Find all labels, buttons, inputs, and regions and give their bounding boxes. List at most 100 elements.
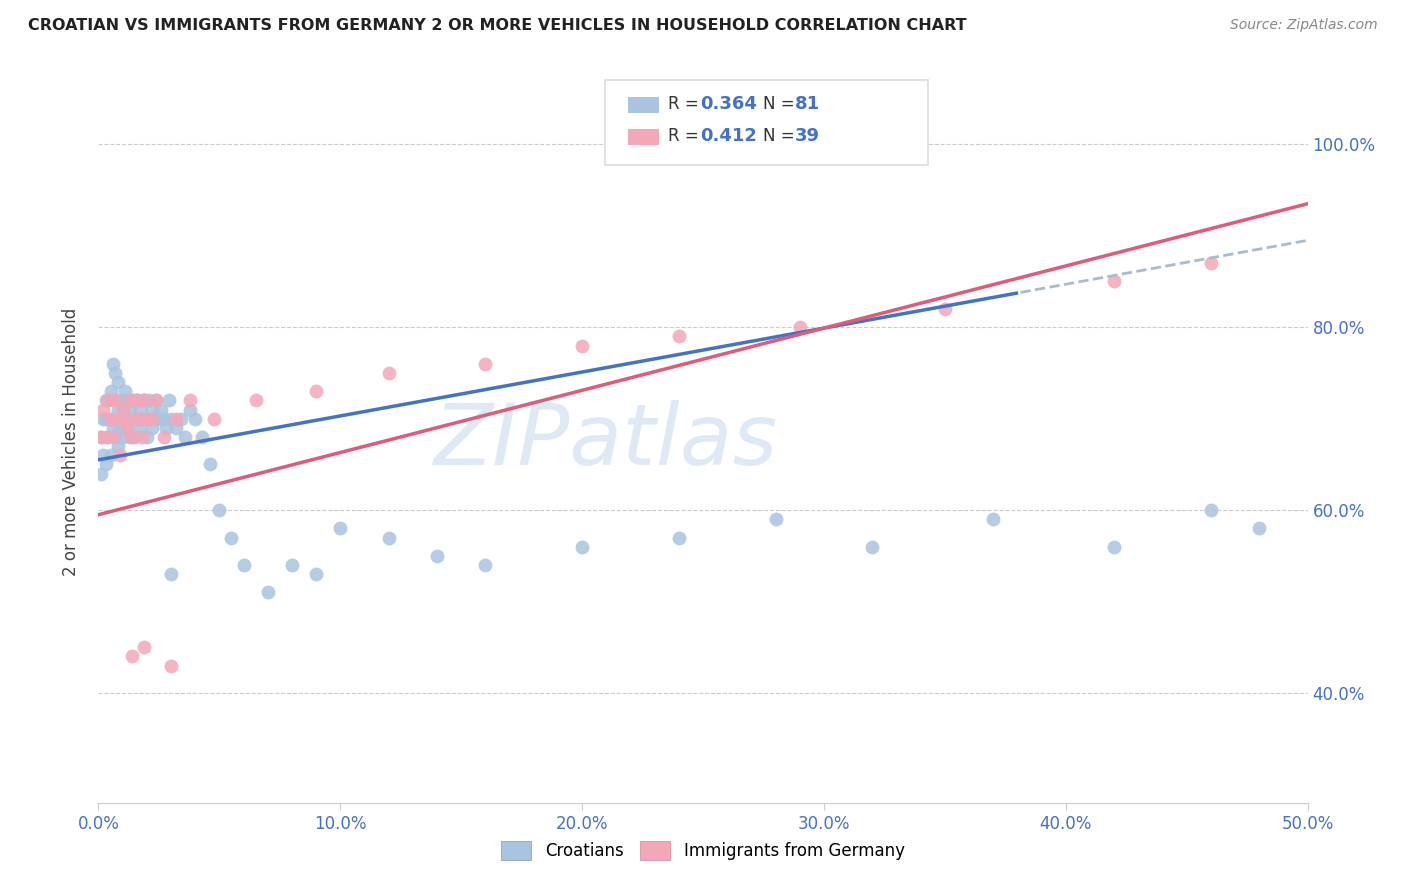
Text: N =: N = [763,128,800,145]
Point [668,329,690,343]
Point [160,567,183,582]
Point [174,430,197,444]
Point [124,411,146,425]
Point [131,430,153,444]
Point [118,393,141,408]
Point [157,393,180,408]
Point [165,411,187,425]
Point [134,393,156,408]
Point [104,430,127,444]
Point [208,503,231,517]
Point [571,540,593,554]
Point [111,430,134,444]
Point [134,393,156,408]
Point [100,411,122,425]
Point [108,393,131,408]
Point [128,402,150,417]
Point [329,521,352,535]
Point [117,393,139,408]
Point [101,430,124,444]
Y-axis label: 2 or more Vehicles in Household: 2 or more Vehicles in Household [62,308,80,575]
Point [571,338,593,352]
Point [97,393,120,408]
Point [131,411,153,425]
Point [90,430,112,444]
Point [127,393,149,408]
Text: 81: 81 [794,95,820,113]
Point [860,540,883,554]
Point [111,402,134,417]
Point [169,411,191,425]
Point [127,411,149,425]
Point [179,402,201,417]
Point [91,411,114,425]
Point [245,393,267,408]
Point [121,649,143,664]
Text: 0.412: 0.412 [700,128,756,145]
Point [141,411,163,425]
Point [127,393,149,408]
Point [114,411,136,425]
Point [145,393,167,408]
Point [281,558,304,572]
Point [765,512,787,526]
Point [128,411,150,425]
Point [141,421,163,435]
Point [1102,540,1125,554]
Point [121,393,143,408]
Point [104,393,127,408]
Point [114,411,136,425]
Point [117,421,139,435]
Point [474,558,496,572]
Point [107,411,129,425]
Point [94,411,117,425]
Point [305,567,328,582]
Point [143,411,166,425]
Point [121,430,143,444]
Text: Source: ZipAtlas.com: Source: ZipAtlas.com [1230,18,1378,32]
Point [141,402,163,417]
Point [100,411,122,425]
Point [118,402,141,417]
Point [184,411,207,425]
Text: 0.364: 0.364 [700,95,756,113]
Point [179,393,201,408]
Point [191,430,214,444]
Text: R =: R = [668,128,704,145]
Point [204,411,226,425]
Point [135,411,157,425]
Point [111,402,134,417]
Point [134,393,156,408]
Point [124,430,146,444]
Text: CROATIAN VS IMMIGRANTS FROM GERMANY 2 OR MORE VEHICLES IN HOUSEHOLD CORRELATION : CROATIAN VS IMMIGRANTS FROM GERMANY 2 OR… [28,18,967,33]
Point [474,357,496,371]
Point [377,531,399,545]
Point [118,430,141,444]
Point [934,301,956,316]
Point [145,393,167,408]
Point [94,458,117,472]
Legend: Croatians, Immigrants from Germany: Croatians, Immigrants from Germany [495,834,911,867]
Point [134,640,156,655]
Point [114,384,136,399]
Point [104,366,127,380]
Point [107,375,129,389]
Point [121,411,143,425]
Point [152,430,174,444]
Point [232,558,254,572]
Point [100,384,122,399]
Point [100,448,122,462]
Point [97,430,120,444]
Point [150,402,173,417]
Text: N =: N = [763,95,800,113]
Point [1249,521,1271,535]
Point [981,512,1004,526]
Point [138,393,160,408]
Point [124,393,146,408]
Point [101,357,124,371]
Text: ZIPatlas: ZIPatlas [434,400,779,483]
Point [1199,503,1222,517]
Point [101,421,124,435]
Point [135,411,157,425]
Point [305,384,328,399]
